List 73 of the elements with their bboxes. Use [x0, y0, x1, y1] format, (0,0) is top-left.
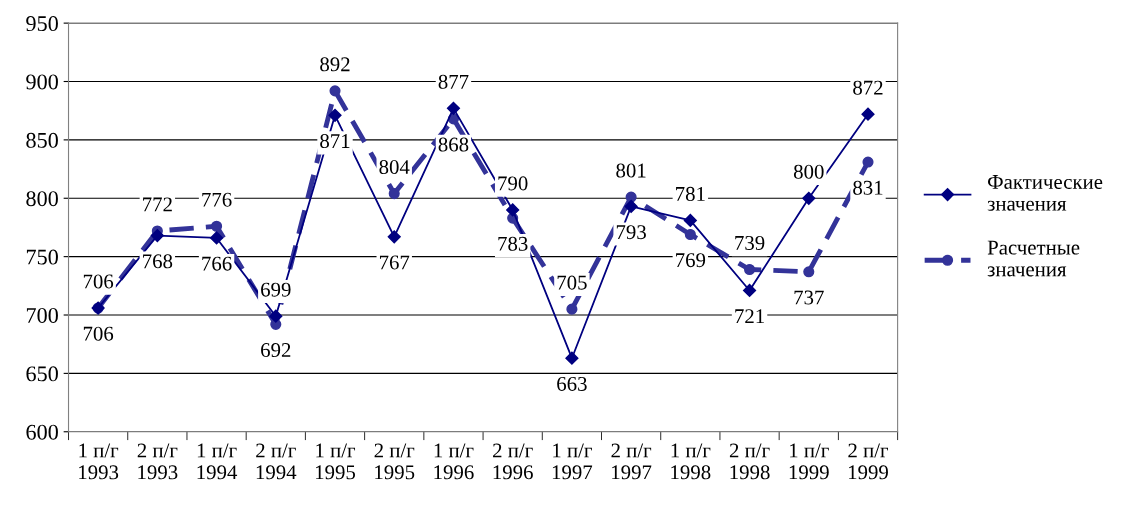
data-label: 699 [261, 282, 291, 297]
point [209, 231, 224, 245]
x-tick-label: 2 п/г 1997 [611, 443, 652, 480]
x-tick-label: 2 п/г 1999 [848, 443, 889, 480]
data-label: 790 [498, 176, 528, 191]
x-tick-label: 2 п/г 1998 [729, 443, 770, 480]
data-label: 737 [794, 290, 824, 305]
x-tick-label: 2 п/г 1995 [374, 443, 415, 480]
data-label: 872 [853, 80, 883, 95]
point [387, 230, 401, 244]
data-label: 706 [83, 326, 114, 341]
data-label: 776 [202, 192, 232, 207]
data-label: 793 [616, 225, 646, 240]
x-tick-label: 1 п/г 1995 [316, 443, 356, 480]
data-label: 767 [379, 255, 410, 270]
point [329, 85, 341, 97]
data-label: 871 [320, 134, 350, 149]
point [388, 188, 400, 200]
point [150, 229, 164, 243]
point [803, 266, 815, 278]
point [446, 101, 461, 115]
data-label: 768 [143, 254, 173, 269]
point [624, 199, 638, 214]
x-tick-label: 1 п/г 1998 [671, 443, 711, 480]
data-label: 706 [83, 274, 114, 289]
x-tick-label: 1 п/г 1999 [789, 443, 829, 480]
point [506, 203, 520, 217]
x-tick-label: 1 п/г 1994 [197, 443, 238, 480]
point [566, 303, 578, 315]
y-tick-label: 650 [26, 366, 58, 382]
data-label: 772 [143, 197, 172, 212]
data-label: 781 [676, 186, 705, 201]
point [565, 351, 579, 365]
point [684, 228, 696, 241]
point [861, 107, 875, 121]
data-label: 692 [261, 343, 291, 358]
point [328, 108, 342, 122]
data-label: 705 [557, 275, 587, 290]
point [802, 191, 816, 205]
point [269, 309, 283, 323]
y-tick-label: 900 [26, 74, 58, 90]
y-tick-label: 700 [26, 307, 58, 323]
x-tick-label: 2 п/г 1993 [137, 443, 178, 480]
data-label: 663 [557, 376, 587, 391]
point [862, 156, 874, 168]
point [211, 220, 223, 232]
legend-label: Расчетные значения [987, 240, 1080, 277]
data-label: 801 [616, 163, 646, 178]
point [683, 213, 697, 228]
data-label: 804 [379, 160, 410, 175]
data-label: 831 [853, 180, 883, 195]
x-tick-label: 2 п/г 1996 [493, 443, 533, 480]
data-label: 783 [498, 236, 528, 251]
y-tick-label: 600 [26, 424, 58, 440]
data-label: 892 [320, 57, 350, 72]
y-tick-label: 850 [26, 132, 58, 148]
y-tick-label: 950 [26, 16, 58, 32]
point [742, 283, 757, 298]
x-tick-label: 1 п/г 1993 [79, 443, 119, 480]
data-label: 877 [438, 74, 469, 89]
y-tick-label: 800 [26, 191, 58, 207]
x-tick-label: 1 п/г 1997 [552, 443, 593, 480]
data-label: 739 [735, 235, 765, 250]
data-label: 868 [438, 137, 469, 152]
x-tick-label: 2 п/г 1994 [256, 443, 297, 480]
data-label: 766 [202, 256, 232, 271]
data-label: 769 [676, 253, 706, 268]
point [744, 263, 756, 276]
data-label: 721 [735, 309, 764, 323]
legend-label: Фактические значения [987, 175, 1103, 211]
x-tick-label: 1 п/г 1996 [434, 443, 474, 480]
data-label: 800 [793, 164, 824, 179]
y-tick-label: 750 [26, 249, 58, 265]
